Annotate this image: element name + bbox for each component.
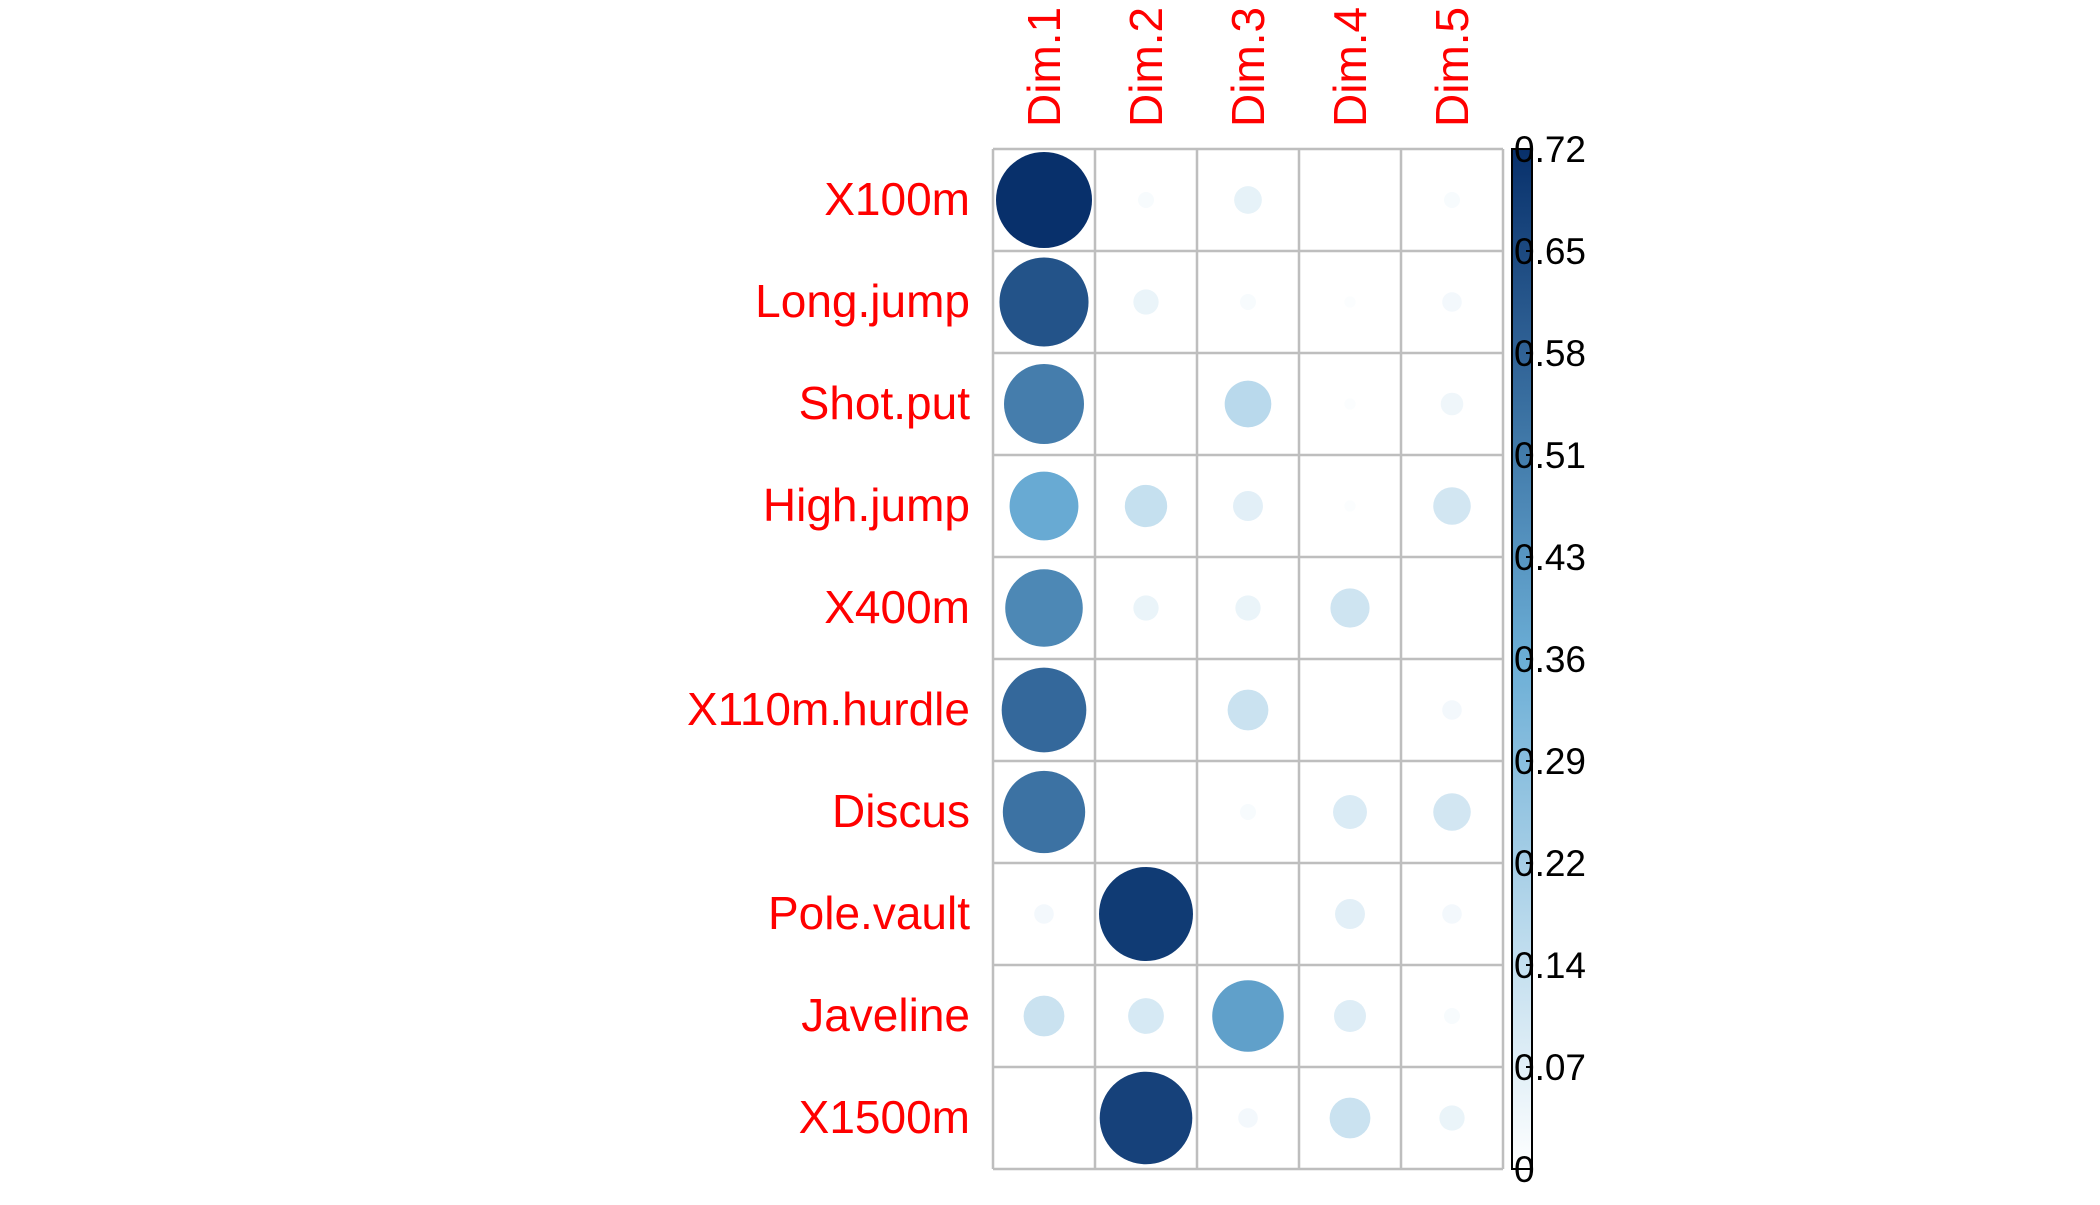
row-label: Long.jump: [755, 275, 970, 327]
colorbar: 0 0.07 0.14 0.22 0.29 0.36 0.43 0.51 0.58 0.65 0.7…: [1511, 129, 1586, 1190]
data-circle: [1133, 289, 1159, 315]
data-circle: [1212, 980, 1284, 1052]
data-circle: [1442, 292, 1462, 312]
data-circle: [1034, 904, 1054, 924]
data-circle: [1138, 192, 1154, 208]
row-label: Javeline: [801, 989, 970, 1041]
row-label: Shot.put: [799, 377, 971, 429]
data-circle: [1344, 500, 1356, 512]
data-circle: [1240, 294, 1256, 310]
data-circle: [1334, 1000, 1366, 1032]
row-label: X100m: [824, 173, 970, 225]
data-circle: [1235, 595, 1261, 621]
data-circle: [1009, 471, 1079, 541]
column-label: Dim.2: [1120, 7, 1172, 127]
colorbar-tick-label: 0.29: [1514, 741, 1586, 782]
data-circle: [1442, 904, 1462, 924]
colorbar-tick-label: 0.43: [1514, 537, 1586, 578]
column-label: Dim.4: [1324, 7, 1376, 127]
colorbar-tick-label: 0: [1514, 1149, 1535, 1190]
data-circle: [1344, 398, 1356, 410]
colorbar-tick-label: 0.65: [1514, 231, 1586, 272]
colorbar-tick-label: 0.14: [1514, 945, 1586, 986]
data-circle: [1128, 998, 1164, 1034]
data-circle: [1329, 1097, 1371, 1139]
data-circle: [1333, 795, 1367, 829]
data-circle: [1433, 487, 1471, 525]
data-circle: [1001, 667, 1087, 753]
column-label: Dim.3: [1222, 7, 1274, 127]
row-labels: X100m Long.jump Shot.put High.jump X400m X110…: [687, 173, 970, 1143]
data-circles: [996, 152, 1471, 1165]
column-label: Dim.1: [1018, 7, 1070, 127]
data-circle: [1439, 1105, 1465, 1131]
row-label: X400m: [824, 581, 970, 633]
column-label: Dim.5: [1426, 7, 1478, 127]
data-circle: [1002, 770, 1086, 854]
data-circle: [1133, 595, 1159, 621]
colorbar-tick-label: 0.36: [1514, 639, 1586, 680]
data-circle: [1240, 804, 1256, 820]
data-circle: [1433, 793, 1471, 831]
data-circle: [1440, 392, 1464, 416]
row-label: High.jump: [763, 479, 970, 531]
row-label: Pole.vault: [768, 887, 970, 939]
data-circle: [1330, 588, 1370, 628]
row-label: Discus: [832, 785, 970, 837]
column-labels: Dim.1 Dim.2 Dim.3 Dim.4 Dim.5: [1018, 7, 1478, 127]
data-circle: [1442, 700, 1462, 720]
data-circle: [1124, 484, 1168, 528]
data-circle: [1444, 1008, 1460, 1024]
data-circle: [1224, 380, 1272, 428]
data-circle: [1099, 867, 1193, 961]
colorbar-tick-label: 0.07: [1514, 1047, 1586, 1088]
data-circle: [1023, 995, 1065, 1037]
data-circle: [1004, 364, 1084, 444]
data-circle: [1238, 1108, 1258, 1128]
data-circle: [1099, 1071, 1193, 1165]
grid-lines: [991, 147, 1505, 1171]
colorbar-tick-label: 0.58: [1514, 333, 1586, 374]
colorbar-tick-label: 0.72: [1514, 129, 1586, 170]
row-label: X1500m: [799, 1091, 970, 1143]
colorbar-tick-label: 0.51: [1514, 435, 1586, 476]
data-circle: [1344, 296, 1356, 308]
data-circle: [1227, 689, 1269, 731]
data-circle: [1233, 491, 1263, 521]
data-circle: [1234, 186, 1262, 214]
data-circle: [999, 257, 1089, 347]
data-circle: [996, 152, 1092, 248]
data-circle: [1444, 192, 1460, 208]
data-circle: [1005, 569, 1083, 647]
data-circle: [1335, 899, 1365, 929]
colorbar-tick-label: 0.22: [1514, 843, 1586, 884]
row-label: X110m.hurdle: [687, 683, 970, 735]
